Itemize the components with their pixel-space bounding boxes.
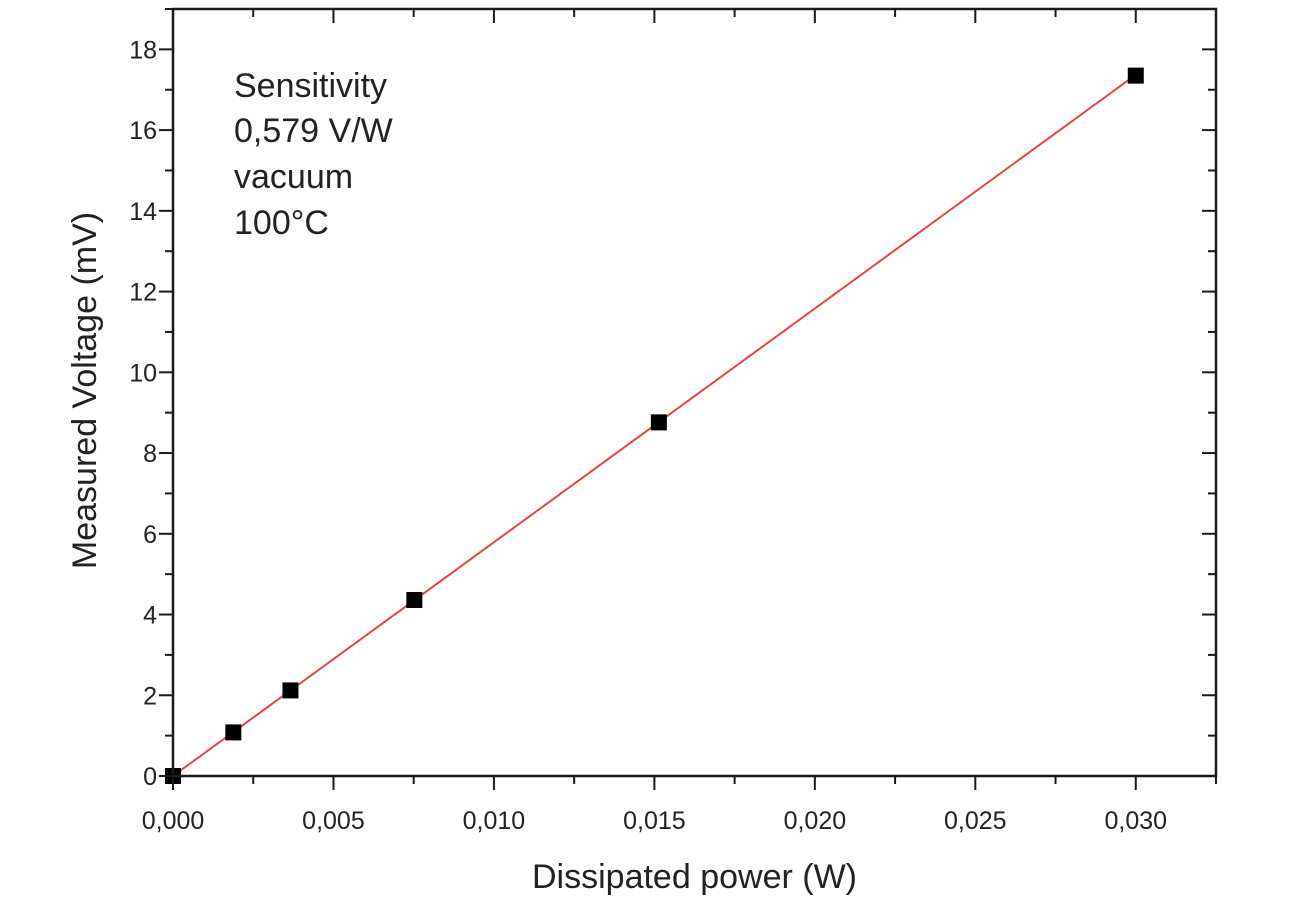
x-tick-label: 0,020 (784, 807, 847, 835)
y-tick-label: 10 (129, 359, 157, 387)
x-axis-title: Dissipated power (W) (532, 858, 857, 896)
y-tick-label: 4 (143, 602, 157, 630)
annotation-line: vacuum (234, 158, 353, 196)
x-tick-label: 0,000 (142, 807, 205, 835)
x-tick-label: 0,015 (623, 807, 686, 835)
data-point (282, 682, 299, 699)
y-tick-label: 14 (129, 198, 157, 226)
y-tick-label: 0 (143, 763, 157, 791)
ticks-layer (159, 8, 1217, 790)
plot-frame-layer (171, 7, 1218, 778)
annotation-line: 100°C (234, 204, 329, 242)
annotation-line: Sensitivity (234, 67, 387, 105)
y-tick-label: 8 (143, 440, 157, 468)
tick-labels-layer: 0,000 0,005 0,010 0,015 0,020 0,025 0,030 0 2 4 6 8… (129, 36, 1167, 835)
y-axis-title: Measured Voltage (mV) (66, 212, 104, 569)
y-tick-label: 16 (129, 117, 157, 145)
data-point (406, 591, 423, 608)
data-point (225, 724, 242, 741)
annotation-line: 0,579 V/W (234, 112, 393, 150)
y-tick-label: 18 (129, 36, 157, 64)
x-tick-label: 0,030 (1104, 807, 1167, 835)
x-tick-label: 0,025 (944, 807, 1007, 835)
data-point (1127, 67, 1144, 84)
data-point (650, 414, 667, 431)
y-tick-label: 2 (143, 682, 157, 710)
plot-frame (171, 7, 1218, 778)
y-tick-label: 6 (143, 521, 157, 549)
x-tick-label: 0,010 (463, 807, 526, 835)
y-tick-label: 12 (129, 279, 157, 307)
annotation-block: Sensitivity 0,579 V/W vacuum 100°C (234, 67, 393, 242)
x-tick-label: 0,005 (302, 807, 365, 835)
